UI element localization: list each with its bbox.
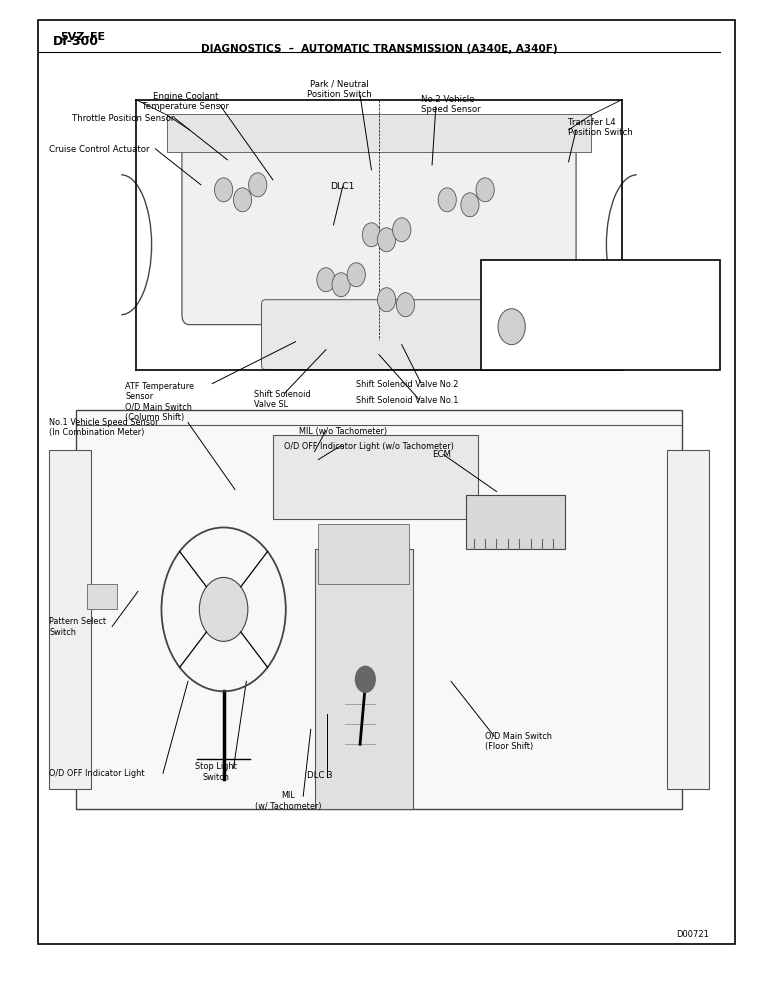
Text: DLC 3: DLC 3 [307,771,333,780]
Text: No.1 Vehicle Speed Sensor
(In Combination Meter): No.1 Vehicle Speed Sensor (In Combinatio… [49,418,158,437]
Circle shape [498,309,525,345]
Text: Shift Solenoid
Valve SL: Shift Solenoid Valve SL [254,390,311,409]
Text: 5VZ–FE: 5VZ–FE [61,32,106,42]
Circle shape [356,666,375,692]
Bar [87,584,117,609]
Bar [315,549,413,809]
Text: Shift Solenoid Valve No.1: Shift Solenoid Valve No.1 [356,396,459,405]
Text: Pattern Select
Switch: Pattern Select Switch [49,617,106,636]
Bar [167,114,591,152]
Text: No.2 Vehicle
Speed Sensor: No.2 Vehicle Speed Sensor [567,295,621,314]
Circle shape [199,577,248,641]
Text: Engine Coolant
Temperature Sensor: Engine Coolant Temperature Sensor [143,92,229,111]
Circle shape [332,273,350,297]
Bar [667,450,709,789]
Text: No.2 Vehicle
Speed Sensor: No.2 Vehicle Speed Sensor [421,95,481,114]
Circle shape [377,228,396,252]
Bar [273,435,478,519]
Circle shape [476,178,494,202]
Bar [318,524,409,584]
Circle shape [396,293,415,317]
Text: O/D Main Switch
(Floor Shift): O/D Main Switch (Floor Shift) [485,731,552,750]
Circle shape [393,218,411,242]
Circle shape [233,188,252,212]
Circle shape [362,223,381,247]
Text: MIL
(w/ Tachometer): MIL (w/ Tachometer) [255,791,321,810]
Text: O/D OFF Indicator Light (w/o Tachometer): O/D OFF Indicator Light (w/o Tachometer) [284,442,454,451]
Text: Throttle Position Sensor: Throttle Position Sensor [72,114,174,123]
FancyBboxPatch shape [182,130,576,325]
Circle shape [377,288,396,312]
Bar [466,495,565,549]
Text: Transfer L4
Position Switch: Transfer L4 Position Switch [568,118,633,137]
Bar [76,410,682,809]
Circle shape [317,268,335,292]
Circle shape [249,173,267,197]
Text: Stop Light
Switch: Stop Light Switch [195,762,237,781]
Circle shape [347,263,365,287]
Text: Shift Solenoid Valve No.2: Shift Solenoid Valve No.2 [356,380,459,389]
Circle shape [215,178,233,202]
Text: Park / Neutral
Position Switch: Park / Neutral Position Switch [307,80,372,99]
Text: D00721: D00721 [676,930,709,939]
Text: MIL (w/o Tachometer): MIL (w/o Tachometer) [299,427,387,436]
Text: A340E: A340E [491,282,527,292]
FancyBboxPatch shape [262,300,496,370]
Text: ATF Temperature
Sensor
O/D Main Switch
(Column Shift): ATF Temperature Sensor O/D Main Switch (… [125,382,194,422]
Text: DIAGNOSTICS  –  AUTOMATIC TRANSMISSION (A340E, A340F): DIAGNOSTICS – AUTOMATIC TRANSMISSION (A3… [201,44,557,54]
Bar [49,450,91,789]
Circle shape [461,193,479,217]
Text: DLC1: DLC1 [330,182,354,191]
Text: ECM: ECM [432,450,451,459]
Text: Cruise Control Actuator: Cruise Control Actuator [49,145,150,154]
Bar [481,260,720,370]
Text: O/D OFF Indicator Light: O/D OFF Indicator Light [49,769,145,778]
Circle shape [438,188,456,212]
Text: DI-300: DI-300 [53,35,99,48]
